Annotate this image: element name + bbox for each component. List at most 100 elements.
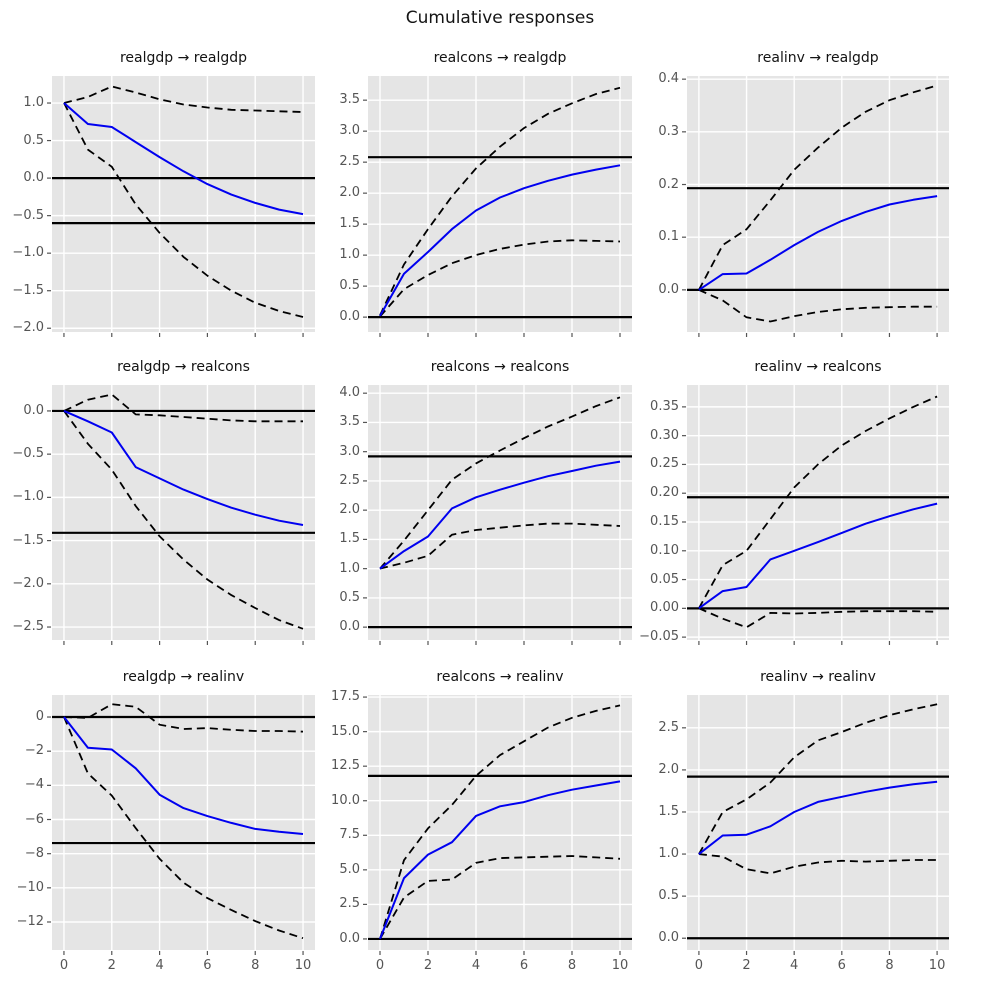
y-tick-label: −10 <box>16 879 44 895</box>
y-tick-label: −1.5 <box>12 282 44 298</box>
response-line <box>63 102 304 216</box>
y-tick-label: −1.0 <box>12 245 44 261</box>
y-tick-label: 0.00 <box>650 600 679 616</box>
plot-background <box>368 695 632 950</box>
y-tick-label: 2.5 <box>339 472 360 488</box>
confidence-band-line <box>379 855 621 940</box>
x-tick-label: 4 <box>790 958 799 973</box>
x-tick-label: 10 <box>294 958 312 973</box>
response-line <box>63 409 304 526</box>
subplot-realgdp-to-realcons: realgdp → realcons 0.0 −0.5 −1.0 −1.5 −2.0 −2… <box>12 359 315 645</box>
y-tick-label: −8 <box>24 845 44 861</box>
subplot-title: realcons → realinv <box>436 669 564 685</box>
plot-canvas <box>682 695 949 955</box>
confidence-band-line <box>698 84 938 291</box>
x-tick-label: 10 <box>611 958 629 973</box>
response-line <box>698 780 938 855</box>
y-tick-label: 0.0 <box>339 619 360 635</box>
y-tick-label: 10.0 <box>331 792 360 808</box>
y-tick-label: 2.0 <box>658 761 679 777</box>
confidence-band-line <box>698 853 938 875</box>
y-tick-label: 0.25 <box>650 456 679 472</box>
y-tick-label: −1.0 <box>12 489 44 505</box>
x-tick-label: 6 <box>519 958 529 973</box>
confidence-band-line <box>379 86 621 316</box>
y-tick-label: 0.0 <box>23 402 44 418</box>
y-tick-label: 2.0 <box>339 185 360 201</box>
y-tick-label: 0.5 <box>658 888 679 904</box>
y-tick-label: 0.0 <box>658 281 679 297</box>
x-tick-label: 8 <box>567 958 577 973</box>
y-tick-label: 0 <box>35 709 44 725</box>
y-tick-label: −6 <box>24 811 44 827</box>
y-tick-label: 3.5 <box>339 414 360 430</box>
x-tick-label: 8 <box>251 958 260 973</box>
subplot-realinv-to-realcons: realinv → realcons 0.35 0.30 0.25 0.20 0.15 0… <box>639 359 949 645</box>
y-tick-label: 0.1 <box>658 229 679 245</box>
y-tick-label: 0.0 <box>23 170 44 186</box>
y-tick-label: 0.3 <box>658 123 679 139</box>
subplot-realcons-to-realcons: realcons → realcons 4.0 3.5 3.0 2.5 2.0 1.5 1.… <box>339 359 632 645</box>
confidence-band-line <box>379 239 621 318</box>
y-tick-label: 0.4 <box>658 71 679 87</box>
subplot-realgdp-to-realgdp: realgdp → realgdp 1.0 0.5 0.0 −0.5 −1.0 −1.5 −… <box>12 50 315 337</box>
subplot-realinv-to-realinv: realinv → realinv 2.5 2.0 1.5 1.0 0.5 0.0 0 2 4 6… <box>658 669 949 973</box>
y-tick-label: 3.0 <box>339 123 360 139</box>
confidence-band-line <box>63 410 304 630</box>
y-tick-label: 2.5 <box>339 154 360 170</box>
y-tick-label: 3.0 <box>339 443 360 459</box>
y-tick-label: 1.0 <box>23 95 44 111</box>
y-tick-label: 5.0 <box>339 861 360 877</box>
x-tick-label: 6 <box>837 958 846 973</box>
subplot-title: realgdp → realcons <box>117 359 250 375</box>
x-tick-label: 0 <box>375 958 385 973</box>
y-tick-label: 2.5 <box>339 896 360 912</box>
x-tick-label: 0 <box>59 958 69 973</box>
confidence-band-line <box>63 716 304 940</box>
plot-canvas <box>682 76 949 337</box>
y-tick-label: −2.5 <box>12 619 44 635</box>
plot-background <box>52 385 315 640</box>
confidence-band-line <box>379 396 621 570</box>
x-tick-label: 8 <box>885 958 894 973</box>
plot-background <box>52 76 315 332</box>
x-tick-label: 6 <box>203 958 212 973</box>
x-tick-label: 2 <box>107 958 116 973</box>
y-tick-label: 0.10 <box>650 542 679 558</box>
y-tick-label: 17.5 <box>331 689 360 705</box>
y-tick-label: 3.5 <box>339 92 360 108</box>
y-tick-label: 1.0 <box>339 247 360 263</box>
x-tick-label: 4 <box>155 958 164 973</box>
response-line <box>379 460 621 570</box>
response-line <box>63 716 304 835</box>
response-line <box>698 502 938 610</box>
y-tick-label: 2.5 <box>658 719 679 735</box>
confidence-band-line <box>63 703 304 733</box>
y-tick-label: 0.5 <box>23 132 44 148</box>
y-tick-label: 0.5 <box>339 278 360 294</box>
x-tick-label: 10 <box>928 958 946 973</box>
y-tick-label: −2.0 <box>12 575 44 591</box>
subplot-title: realinv → realinv <box>760 669 876 685</box>
confidence-band-line <box>698 703 938 855</box>
subplot-title: realinv → realcons <box>754 359 882 375</box>
y-tick-label: −4 <box>24 777 44 793</box>
confidence-band-line <box>63 85 304 113</box>
y-tick-label: 0.20 <box>650 485 679 501</box>
figure-title: Cumulative responses <box>405 8 595 28</box>
subplot-title: realgdp → realinv <box>122 669 245 685</box>
plot-canvas <box>363 695 632 955</box>
y-tick-label: 0.0 <box>658 930 679 946</box>
confidence-band-line <box>698 607 938 629</box>
response-line <box>379 164 621 317</box>
y-tick-label: 1.0 <box>339 560 360 576</box>
plot-background <box>368 385 632 640</box>
y-tick-label: −12 <box>16 913 44 929</box>
y-tick-label: −0.05 <box>639 629 679 645</box>
y-tick-label: 0.5 <box>339 589 360 605</box>
y-tick-label: 7.5 <box>339 827 360 843</box>
plot-background <box>687 76 949 332</box>
confidence-band-line <box>379 704 621 940</box>
y-tick-label: −2 <box>24 743 44 759</box>
y-tick-label: 0.30 <box>650 427 679 443</box>
